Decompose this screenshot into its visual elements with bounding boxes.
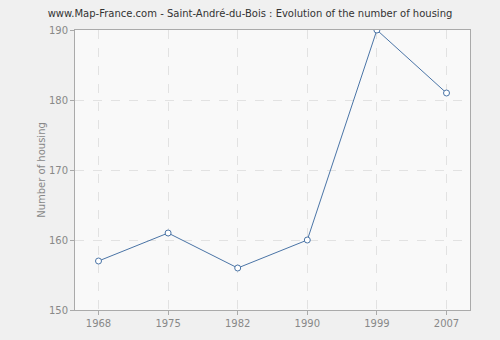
svg-text:www.Map-France.com - Saint-And: www.Map-France.com - Saint-André-du-Bois…	[48, 8, 453, 19]
svg-text:160: 160	[49, 235, 68, 246]
svg-text:190: 190	[49, 25, 68, 36]
svg-text:Number of housing: Number of housing	[36, 122, 47, 218]
svg-text:1982: 1982	[225, 318, 250, 329]
svg-text:150: 150	[49, 305, 68, 316]
svg-text:1975: 1975	[155, 318, 180, 329]
svg-text:1999: 1999	[364, 318, 389, 329]
svg-text:2007: 2007	[434, 318, 459, 329]
svg-text:170: 170	[49, 165, 68, 176]
svg-text:1990: 1990	[295, 318, 320, 329]
svg-text:1968: 1968	[86, 318, 111, 329]
svg-text:180: 180	[49, 95, 68, 106]
